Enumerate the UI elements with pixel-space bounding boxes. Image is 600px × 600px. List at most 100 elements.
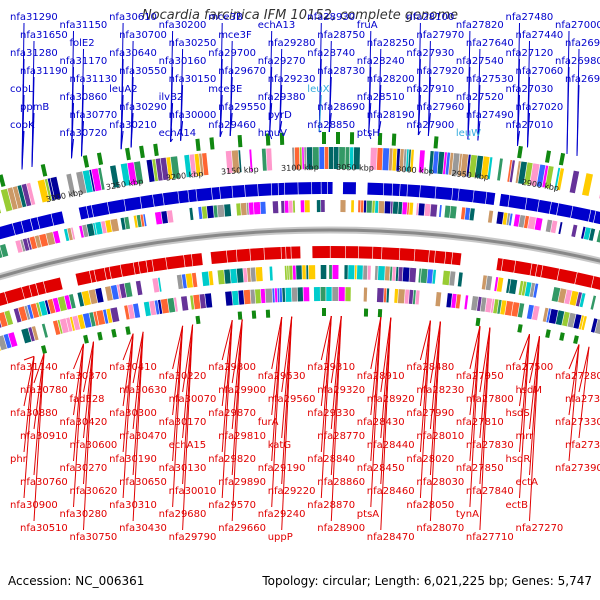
gene-block — [374, 265, 378, 280]
gene-block — [63, 228, 70, 242]
gene-label: nfa27810 — [456, 417, 504, 428]
gene-block — [513, 214, 520, 227]
gene-label: nfa28450 — [357, 463, 405, 474]
gene-block — [217, 204, 225, 218]
gene-label: nfa30700 — [119, 30, 167, 41]
gene-block — [202, 153, 209, 176]
gene-block — [78, 206, 89, 220]
gene-block — [188, 189, 197, 203]
gene-block — [409, 202, 414, 215]
gene-label: mrr — [516, 431, 535, 442]
gene-label: nfa29330 — [307, 408, 355, 419]
gene-block — [551, 287, 561, 302]
gene-block — [27, 304, 34, 319]
gene-block — [466, 154, 471, 177]
gene-block — [451, 153, 460, 176]
gene-connector-line — [519, 334, 530, 499]
accession-label: Accession: NC_006361 — [8, 574, 145, 588]
gene-connector-line — [81, 120, 84, 157]
gene-label: nfa28020 — [406, 454, 454, 465]
gene-block — [244, 184, 258, 197]
gene-block — [124, 305, 130, 320]
gene-block — [253, 202, 261, 215]
gene-block — [407, 202, 410, 215]
gene-block — [219, 185, 233, 199]
gene-connector-line — [221, 320, 233, 407]
gene-label: nfa28860 — [317, 477, 365, 488]
gene-block — [41, 323, 48, 338]
gene-block — [460, 153, 469, 177]
gene-block — [372, 200, 375, 213]
gene-label: nfa28190 — [367, 110, 415, 121]
gene-connector-line — [469, 326, 481, 370]
gene-block — [297, 287, 304, 302]
gene-label: nfa28750 — [317, 30, 365, 41]
gene-connector-line — [427, 76, 431, 136]
gene-connector-line — [568, 344, 580, 462]
gene-connector-line — [23, 355, 35, 361]
gene-block — [20, 239, 26, 252]
gene-block — [24, 305, 31, 320]
gene-connector-line — [271, 317, 283, 370]
gene-block — [106, 308, 113, 323]
gene-label: nfa27830 — [466, 440, 514, 451]
gene-block — [110, 284, 119, 300]
track-marker — [363, 308, 369, 317]
gene-block — [571, 224, 578, 238]
gene-block — [320, 287, 326, 301]
gene-block — [86, 223, 95, 237]
gene-block — [206, 205, 214, 219]
gene-block — [493, 299, 499, 314]
gene-block — [476, 296, 482, 312]
gene-block — [110, 218, 120, 232]
gene-block — [471, 296, 479, 311]
gene-block — [330, 246, 346, 259]
gene-block — [509, 279, 518, 295]
gene-label: nfa27270 — [516, 523, 564, 534]
gene-label: ectB — [506, 500, 529, 511]
gene-block — [133, 215, 138, 228]
gene-block — [105, 220, 112, 233]
gene-block — [594, 319, 600, 335]
gene-block — [152, 278, 160, 293]
gene-connector-line — [517, 94, 520, 146]
gene-block — [416, 203, 419, 216]
gene-block — [392, 148, 397, 171]
gene-label: nfa29810 — [218, 431, 266, 442]
gene-block — [265, 288, 273, 303]
gene-connector-line — [320, 315, 332, 499]
gene-label: nfa27320 — [565, 394, 600, 405]
gene-block — [363, 265, 368, 280]
gene-block — [504, 300, 514, 316]
gene-block — [392, 266, 396, 281]
gene-block — [293, 200, 296, 213]
gene-block — [124, 216, 131, 230]
gene-block — [0, 208, 2, 214]
gene-connector-line — [172, 325, 184, 370]
gene-block — [165, 255, 185, 270]
gene-connector-line — [279, 120, 283, 134]
gene-label: folE2 — [70, 38, 95, 49]
gene-block — [518, 161, 527, 185]
gene-block — [526, 304, 534, 320]
gene-label: ptsA — [357, 509, 379, 520]
gene-label: hsdM — [516, 385, 543, 396]
gene-block — [250, 247, 265, 261]
gene-label: nfa28230 — [416, 385, 464, 396]
gene-block — [564, 289, 572, 305]
track-marker — [82, 155, 90, 168]
gene-block — [593, 211, 600, 225]
gene-connector-line — [479, 327, 491, 531]
gene-label: nfa28850 — [307, 120, 355, 131]
gene-connector-line — [477, 120, 481, 141]
gene-connector-line — [182, 324, 194, 531]
gene-block — [166, 157, 173, 180]
gene-connector-line — [122, 333, 134, 499]
gene-block — [243, 268, 248, 283]
gene-block — [0, 347, 1, 351]
gene-block — [567, 312, 576, 328]
gene-label: nfa27800 — [466, 394, 514, 405]
gene-connector-line — [319, 130, 322, 133]
gene-block — [30, 217, 40, 231]
